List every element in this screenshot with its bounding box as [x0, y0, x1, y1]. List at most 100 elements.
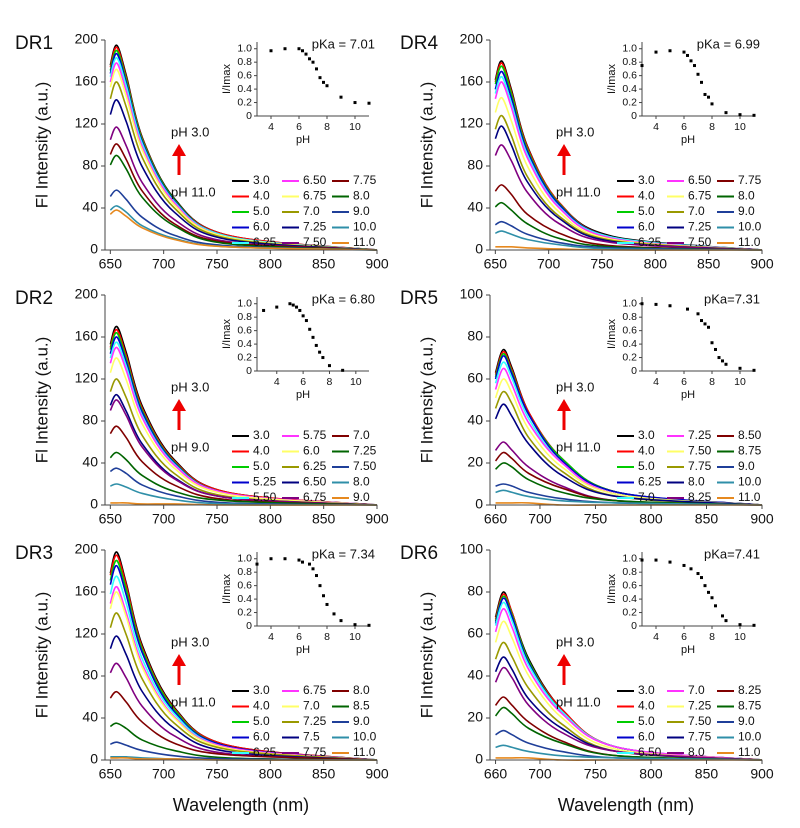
- x-tick-label: 800: [259, 766, 283, 782]
- inset-point: [315, 574, 318, 578]
- inset-point: [668, 49, 672, 53]
- legend-label: 7.5: [303, 730, 320, 744]
- legend-label: 8.0: [353, 475, 370, 489]
- x-tick-label: 700: [152, 511, 176, 527]
- y-tick-label: 80: [82, 157, 98, 173]
- legend-label: 5.75: [303, 428, 327, 442]
- x-tick-label: 850: [697, 256, 721, 272]
- y-tick-label: 120: [460, 115, 484, 131]
- inset-point: [668, 304, 672, 308]
- legend-label: 11.0: [738, 745, 761, 759]
- legend-label: 6.50: [303, 173, 327, 187]
- spectrum-line: [109, 690, 378, 761]
- y-tick-label: 120: [75, 625, 99, 641]
- inset-x-label: pH: [681, 644, 695, 656]
- inset-point: [304, 52, 308, 56]
- inset-point: [668, 560, 672, 564]
- inset-point: [297, 558, 301, 562]
- inset-x-tick-label: 10: [350, 376, 362, 388]
- legend-label: 6.0: [253, 220, 270, 234]
- inset-point: [714, 604, 717, 608]
- legend-label: 5.0: [638, 204, 655, 218]
- x-tick-label: 850: [312, 766, 336, 782]
- legend-label: 7.25: [688, 428, 712, 442]
- inset-point: [738, 623, 742, 627]
- legend-label: 8.50: [738, 428, 762, 442]
- spectrum-line: [494, 666, 763, 761]
- legend-label: 9.0: [353, 714, 370, 728]
- y-tick-label: 20: [467, 454, 483, 470]
- legend-label: 8.75: [738, 699, 762, 713]
- legend-label: 3.0: [253, 173, 270, 187]
- panel-title: DR2: [15, 288, 53, 309]
- y-tick-label: 0: [475, 751, 483, 767]
- inset-point: [291, 303, 295, 307]
- x-tick-label: 850: [312, 256, 336, 272]
- inset-y-label: I/Imax: [221, 64, 233, 94]
- inset-point: [283, 47, 287, 51]
- inset-x-tick-label: 6: [681, 631, 687, 643]
- inset-point: [339, 619, 343, 623]
- legend-label: 9.0: [738, 204, 755, 218]
- spectrum-line: [109, 399, 378, 506]
- inset-point: [308, 57, 311, 61]
- inset-y-tick-label: 1.0: [237, 553, 252, 565]
- y-tick-label: 60: [467, 370, 483, 386]
- inset-point: [721, 614, 724, 618]
- inset-y-tick-label: 1.0: [622, 298, 637, 310]
- legend-label: 6.75: [688, 189, 712, 203]
- legend-label: 6.25: [253, 235, 277, 249]
- legend-label: 11.0: [738, 490, 761, 504]
- inset-y-tick-label: 0.4: [622, 338, 637, 350]
- legend-label: 6.25: [303, 459, 327, 473]
- annotation: pH 11.0: [556, 694, 601, 709]
- inset-y-tick-label: 0: [631, 365, 637, 377]
- spectrum-line: [109, 451, 378, 506]
- inset-point: [367, 101, 371, 105]
- inset-y-tick-label: 0.8: [622, 566, 637, 578]
- legend-label: 7.75: [688, 730, 712, 744]
- legend-label: 7.50: [688, 235, 712, 249]
- inset-point: [255, 562, 259, 566]
- legend-label: 7.25: [688, 699, 712, 713]
- inset-x-tick-label: 8: [327, 376, 333, 388]
- inset-point: [327, 364, 331, 368]
- inset-x-tick-label: 6: [296, 121, 302, 133]
- pka-label: pKa=7.31: [704, 291, 760, 306]
- y-tick-label: 160: [460, 73, 484, 89]
- legend-label: 6.50: [638, 745, 662, 759]
- y-tick-label: 40: [467, 412, 483, 428]
- inset-y-tick-label: 1.0: [237, 43, 252, 55]
- inset-point: [707, 590, 710, 594]
- y-tick-label: 40: [82, 199, 98, 215]
- inset-point: [275, 305, 279, 309]
- x-tick-label: 750: [205, 766, 229, 782]
- inset-point: [301, 560, 304, 564]
- y-tick-label: 0: [90, 241, 98, 257]
- inset-point: [353, 101, 357, 105]
- spectrum-line: [109, 357, 378, 506]
- spectrum-line: [495, 729, 763, 761]
- legend-label: 8.25: [688, 490, 712, 504]
- inset-point: [315, 67, 318, 71]
- legend-label: 6.0: [638, 730, 655, 744]
- x-tick-label: 850: [695, 766, 719, 782]
- inset-y-tick-label: 0.4: [237, 83, 252, 95]
- inset-point: [707, 325, 710, 329]
- inset-y-tick-label: 0.8: [622, 311, 637, 323]
- legend-label: 11.0: [353, 235, 376, 249]
- legend-label: 7.50: [688, 714, 712, 728]
- inset-y-tick-label: 0.8: [622, 56, 637, 68]
- legend-label: 7.0: [303, 699, 320, 713]
- inset-y-tick-label: 1.0: [622, 553, 637, 565]
- x-tick-label: 750: [590, 256, 614, 272]
- y-tick-label: 0: [90, 496, 98, 512]
- inset-point: [297, 47, 301, 51]
- spectrum-line: [494, 608, 763, 761]
- x-tick-label: 650: [99, 256, 123, 272]
- x-tick-label: 800: [639, 766, 663, 782]
- legend-label: 4.0: [253, 189, 270, 203]
- legend-label: 8.0: [688, 475, 705, 489]
